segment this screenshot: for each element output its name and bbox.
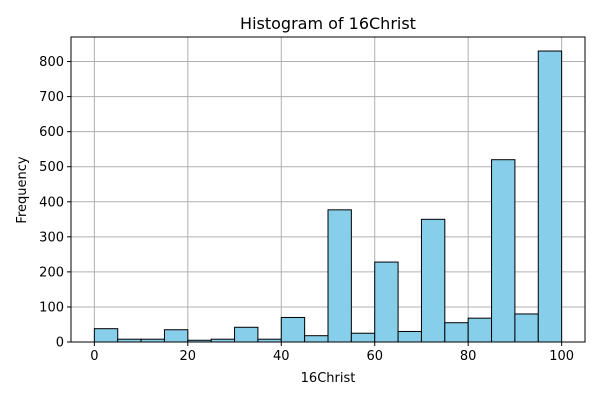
- x-tick-label: 0: [90, 349, 98, 364]
- chart-title: Histogram of 16Christ: [240, 14, 416, 33]
- histogram-bars: [93, 50, 563, 343]
- x-tick-label: 20: [180, 349, 197, 364]
- x-tick-label: 100: [549, 349, 574, 364]
- y-tick-label: 200: [39, 265, 64, 280]
- histogram-bar: [420, 218, 446, 343]
- x-tick-label: 40: [273, 349, 290, 364]
- x-tick-label: 80: [460, 349, 477, 364]
- x-tick-label: 60: [366, 349, 383, 364]
- histogram-bar: [163, 329, 189, 343]
- histogram-bar: [304, 335, 329, 343]
- y-tick-label: 700: [39, 90, 64, 105]
- histogram-bar: [93, 328, 119, 343]
- histogram-bar: [350, 332, 376, 343]
- histogram-bar: [397, 330, 422, 343]
- histogram-bar: [514, 313, 539, 343]
- y-tick-label: 500: [39, 160, 64, 175]
- histogram-bar: [467, 317, 493, 343]
- histogram-bar: [444, 322, 469, 343]
- y-tick-label: 400: [39, 195, 64, 210]
- y-axis-label: Frequency: [15, 156, 30, 223]
- histogram-bar: [234, 326, 259, 343]
- histogram-bar: [491, 159, 516, 343]
- x-axis-label: 16Christ: [301, 371, 356, 386]
- histogram-bar: [327, 209, 352, 343]
- histogram-bar: [280, 316, 306, 343]
- y-tick-label: 100: [39, 300, 64, 315]
- x-axis-ticks: 0 20 40 60 80 100: [90, 342, 574, 364]
- y-tick-label: 600: [39, 125, 64, 140]
- histogram-bar: [537, 50, 563, 343]
- y-tick-label: 0: [56, 336, 64, 351]
- y-axis-ticks: 0 100 200 300 400 500 600 700 800: [39, 55, 71, 351]
- y-tick-label: 800: [39, 55, 64, 70]
- y-tick-label: 300: [39, 230, 64, 245]
- plot-area-frame: [70, 36, 586, 343]
- histogram-bar: [374, 261, 399, 343]
